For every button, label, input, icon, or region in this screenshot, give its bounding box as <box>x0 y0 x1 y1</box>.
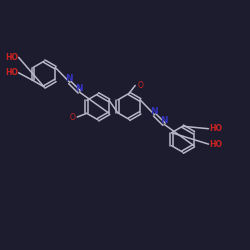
Text: HO: HO <box>6 68 19 77</box>
Text: O: O <box>69 112 75 122</box>
Text: N: N <box>160 116 167 125</box>
Text: N: N <box>150 106 158 116</box>
Text: HO: HO <box>209 140 222 149</box>
Text: HO: HO <box>209 124 222 133</box>
Text: O: O <box>137 81 143 90</box>
Text: N: N <box>66 74 73 83</box>
Text: HO: HO <box>6 53 19 62</box>
Text: N: N <box>75 84 82 93</box>
